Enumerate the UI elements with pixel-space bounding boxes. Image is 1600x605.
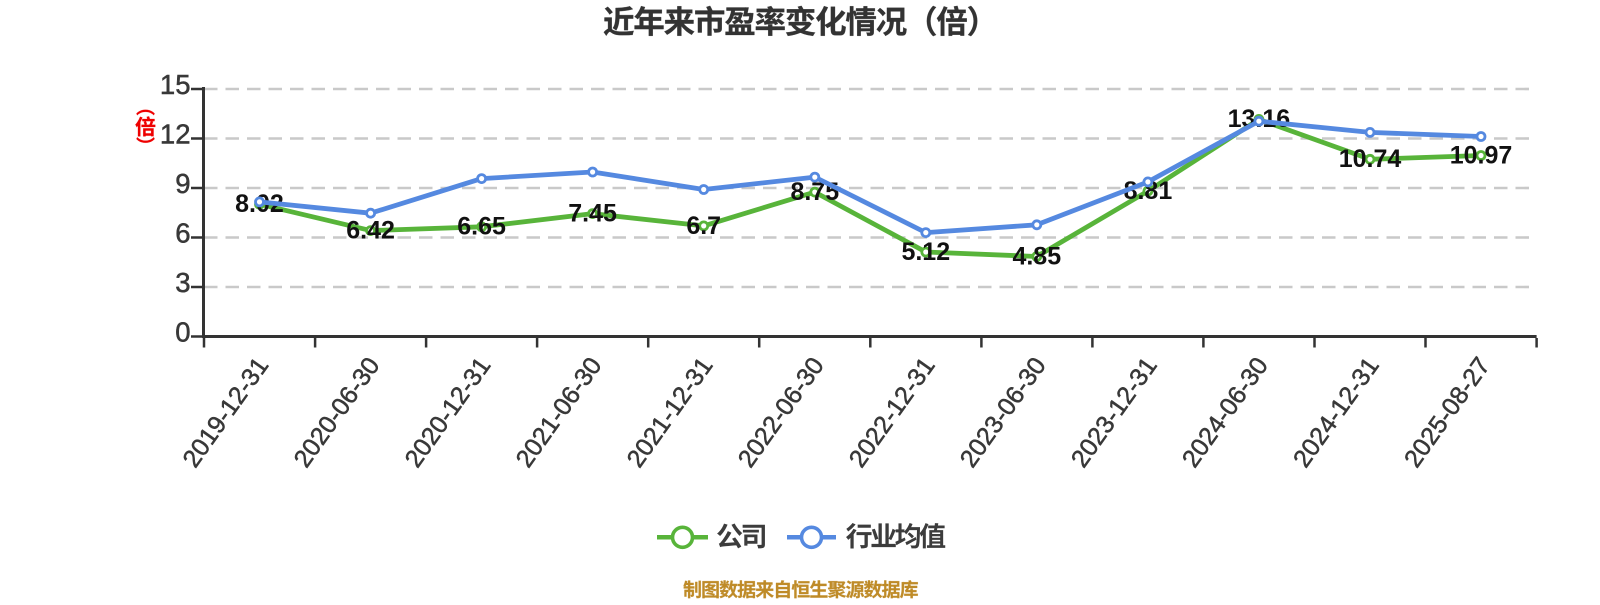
svg-text:4.85: 4.85 — [1012, 242, 1061, 270]
svg-text:3: 3 — [175, 267, 190, 298]
svg-text:6.7: 6.7 — [686, 212, 721, 240]
svg-text:5.12: 5.12 — [901, 238, 950, 266]
svg-text:9: 9 — [175, 168, 190, 199]
svg-text:0: 0 — [175, 317, 190, 348]
svg-text:15: 15 — [160, 69, 191, 100]
svg-text:6.65: 6.65 — [457, 213, 506, 241]
svg-text:12: 12 — [160, 119, 191, 150]
svg-text:10.74: 10.74 — [1339, 145, 1402, 173]
svg-text:7.45: 7.45 — [568, 199, 617, 227]
svg-text:6: 6 — [175, 218, 190, 249]
svg-text:10.97: 10.97 — [1450, 141, 1513, 169]
svg-text:6.42: 6.42 — [346, 216, 395, 244]
